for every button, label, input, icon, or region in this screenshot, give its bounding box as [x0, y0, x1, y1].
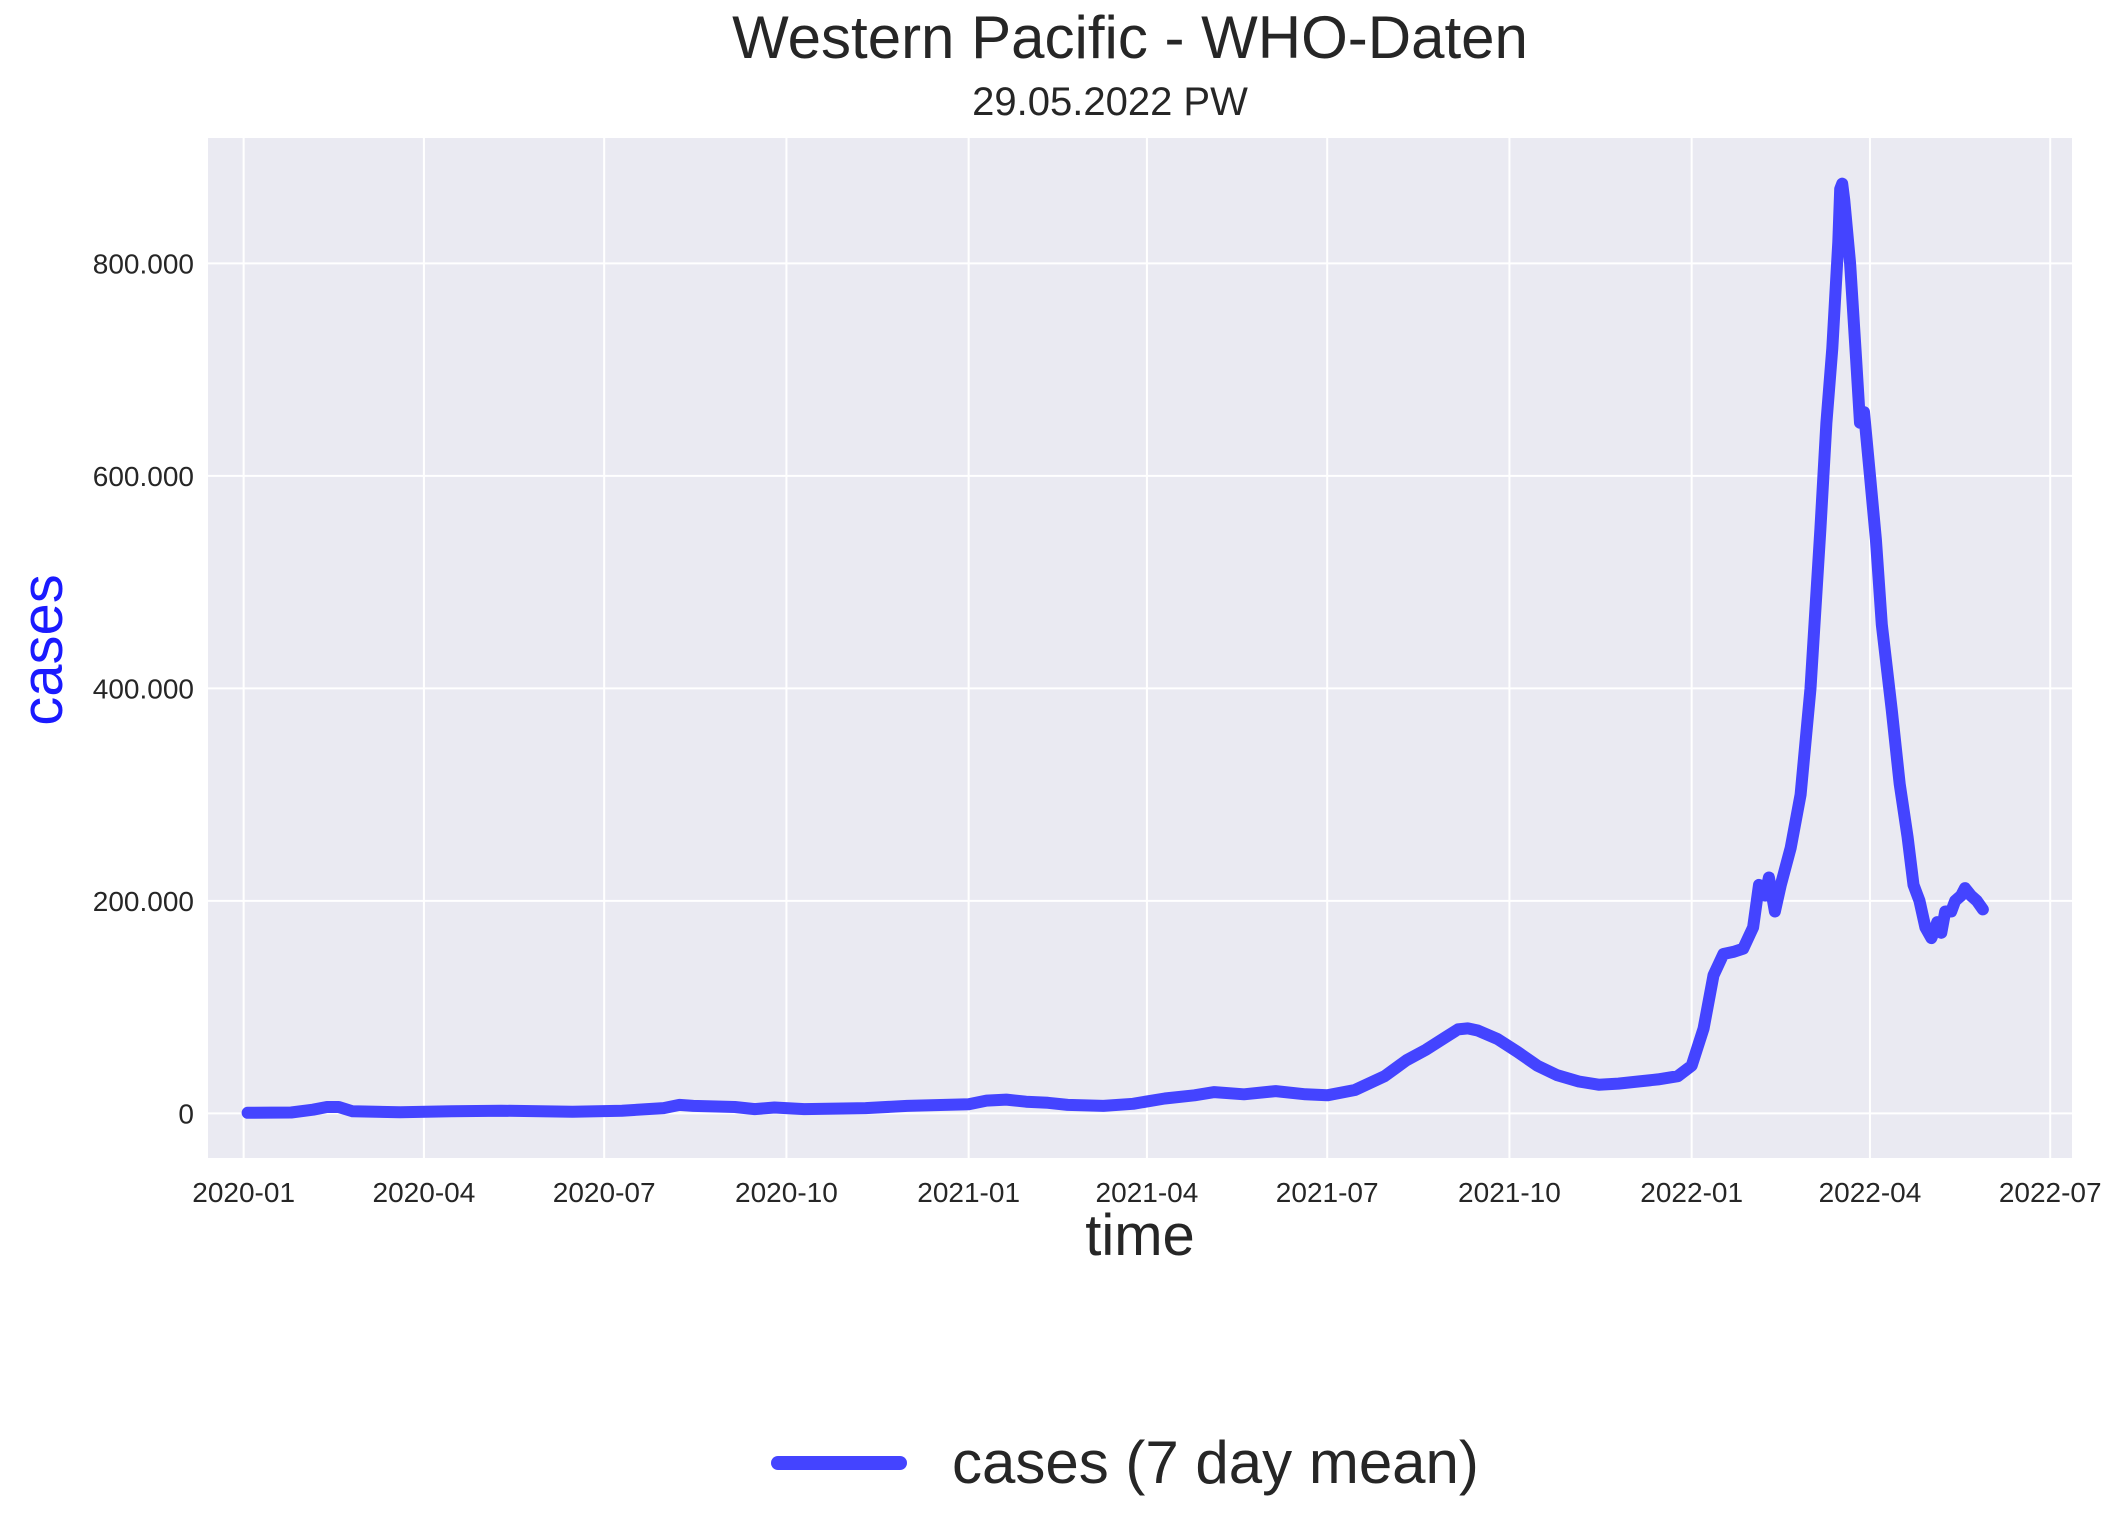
- legend-label: cases (7 day mean): [952, 1429, 1479, 1496]
- y-tick-label: 0: [178, 1098, 194, 1129]
- x-tick-label: 2022-04: [1819, 1177, 1922, 1208]
- x-tick-label: 2020-10: [735, 1177, 838, 1208]
- chart-subtitle: 29.05.2022 PW: [972, 80, 1248, 124]
- x-tick-label: 2022-07: [1999, 1177, 2102, 1208]
- x-tick-label: 2021-04: [1096, 1177, 1199, 1208]
- x-tick-label: 2020-04: [373, 1177, 476, 1208]
- x-tick-label: 2022-01: [1640, 1177, 1743, 1208]
- y-tick-label: 200.000: [93, 886, 194, 917]
- series-line-cases: [241, 177, 1989, 1119]
- y-tick-label: 600.000: [93, 461, 194, 492]
- y-tick-label: 400.000: [93, 673, 194, 704]
- x-tick-label: 2020-01: [192, 1177, 295, 1208]
- plot-area: [208, 138, 2072, 1158]
- series-group: [241, 177, 1989, 1119]
- x-axis-label: time: [1085, 1203, 1195, 1268]
- legend: cases (7 day mean): [771, 1429, 1479, 1496]
- y-axis-label: cases: [10, 574, 75, 726]
- x-tick-labels: 2020-01 2020-04 2020-07 2020-10 2021-01 2021-…: [192, 1177, 2101, 1208]
- x-tick-label: 2021-10: [1458, 1177, 1561, 1208]
- y-tick-label: 800.000: [93, 248, 194, 279]
- x-tick-label: 2020-07: [553, 1177, 656, 1208]
- chart-title: Western Pacific - WHO-Daten: [732, 4, 1528, 71]
- x-tick-label: 2021-01: [917, 1177, 1020, 1208]
- y-tick-labels: 0 200.000 400.000 600.000 800.000: [93, 248, 194, 1129]
- x-tick-label: 2021-07: [1276, 1177, 1379, 1208]
